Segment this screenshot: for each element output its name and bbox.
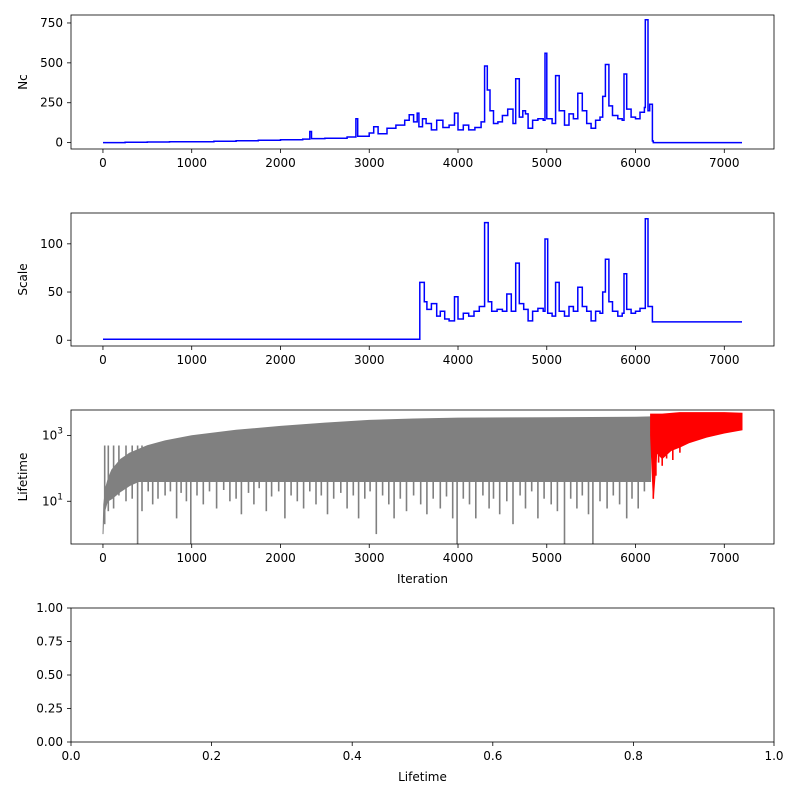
x-tick-label: 0 xyxy=(99,551,107,565)
y-tick-label: 0.50 xyxy=(36,668,63,682)
x-tick-label: 7000 xyxy=(709,353,740,367)
x-tick-label: 0.0 xyxy=(61,749,80,763)
y-tick-label: 750 xyxy=(40,16,63,30)
y-tick-exponent: 3 xyxy=(57,427,63,437)
x-axis-label: Lifetime xyxy=(398,770,447,784)
y-axis-label: Nc xyxy=(16,74,30,90)
x-tick-label: 1000 xyxy=(176,551,207,565)
x-tick-label: 1000 xyxy=(176,156,207,170)
x-tick-label: 1.0 xyxy=(764,749,783,763)
x-tick-label: 3000 xyxy=(354,353,385,367)
x-tick-label: 6000 xyxy=(620,551,651,565)
x-tick-label: 4000 xyxy=(443,353,474,367)
x-tick-label: 7000 xyxy=(709,156,740,170)
x-tick-label: 4000 xyxy=(443,551,474,565)
y-tick-label: 100 xyxy=(40,237,63,251)
y-tick-exponent: 1 xyxy=(57,492,63,502)
y-tick-label: 0.25 xyxy=(36,702,63,716)
y-tick-label: 0 xyxy=(55,333,63,347)
y-tick-label: 101 xyxy=(42,492,63,508)
series-line xyxy=(103,218,742,341)
y-axis-label: Lifetime xyxy=(16,453,30,502)
plot-area xyxy=(102,412,743,544)
x-tick-label: 5000 xyxy=(531,156,562,170)
axes-frame xyxy=(70,212,775,347)
x-tick-label: 0.4 xyxy=(343,749,362,763)
y-tick-label: 0.00 xyxy=(36,735,63,749)
x-tick-label: 6000 xyxy=(620,156,651,170)
y-axis-label: Scale xyxy=(16,263,30,295)
y-tick-label: 250 xyxy=(40,96,63,110)
y-tick-label: 50 xyxy=(48,285,63,299)
x-tick-label: 0.6 xyxy=(483,749,502,763)
x-tick-label: 0.8 xyxy=(624,749,643,763)
x-tick-label: 0.2 xyxy=(202,749,221,763)
x-tick-label: 2000 xyxy=(265,551,296,565)
axes-frame xyxy=(70,409,775,545)
x-tick-label: 2000 xyxy=(265,156,296,170)
x-tick-label: 0 xyxy=(99,353,107,367)
panel-3: 0 1000 2000 3000 4000 5000 6000 7000101103Lifet… xyxy=(16,409,775,586)
axes-frame xyxy=(70,14,775,150)
plot-area xyxy=(103,19,742,144)
x-axis-label: Iteration xyxy=(397,572,448,586)
y-tick-label: 500 xyxy=(40,56,63,70)
panel-2: 0 1000 2000 3000 4000 5000 6000 7000 0 50 100 Scale xyxy=(16,212,775,367)
y-tick-base: 10 xyxy=(42,494,57,508)
x-tick-label: 5000 xyxy=(531,551,562,565)
x-tick-label: 3000 xyxy=(354,551,385,565)
x-tick-label: 0 xyxy=(99,156,107,170)
y-tick-label: 0 xyxy=(55,136,63,150)
y-tick-label: 0.75 xyxy=(36,635,63,649)
x-tick-label: 4000 xyxy=(443,156,474,170)
x-tick-label: 2000 xyxy=(265,353,296,367)
panel-4: 0.0 0.2 0.4 0.6 0.8 1.0 0.00 0.25 0.50 0.75 1.00 Li… xyxy=(36,601,783,784)
series-line xyxy=(103,19,742,144)
x-tick-label: 7000 xyxy=(709,551,740,565)
x-tick-label: 6000 xyxy=(620,353,651,367)
plot-area xyxy=(103,218,742,341)
x-tick-label: 3000 xyxy=(354,156,385,170)
y-tick-label: 103 xyxy=(42,427,63,443)
x-tick-label: 5000 xyxy=(531,353,562,367)
panel-1: 0 1000 2000 3000 4000 5000 6000 7000 0 250 500 750 N… xyxy=(16,14,775,170)
y-tick-base: 10 xyxy=(42,429,57,443)
y-tick-label: 1.00 xyxy=(36,601,63,615)
x-tick-label: 1000 xyxy=(176,353,207,367)
